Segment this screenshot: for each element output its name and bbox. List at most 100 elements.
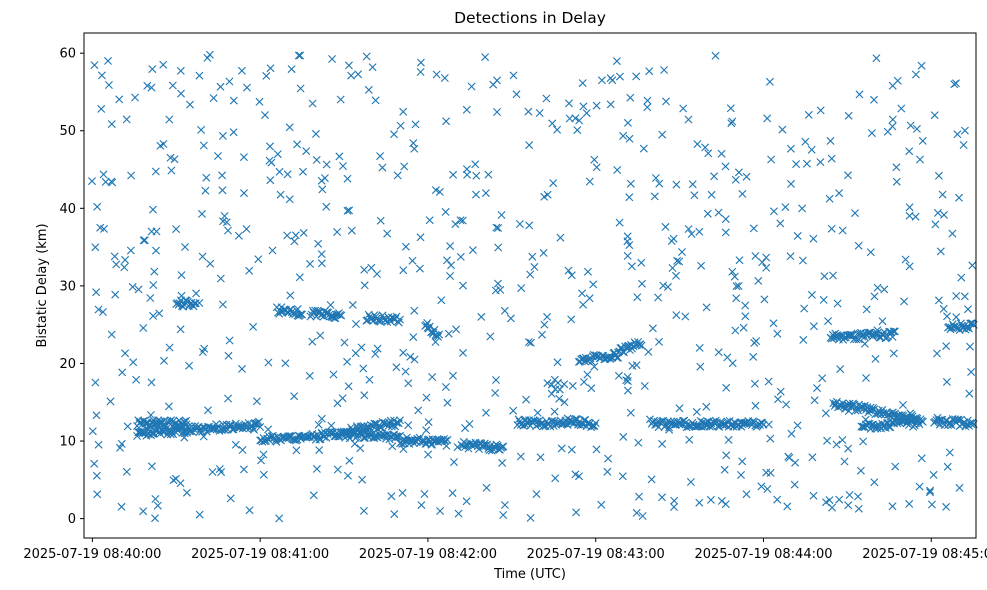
- detection-point: [344, 430, 353, 439]
- detection-point: [190, 299, 199, 308]
- detection-point: [551, 474, 560, 483]
- detection-point: [668, 264, 677, 272]
- detection-point: [240, 189, 248, 198]
- detection-point: [757, 482, 766, 491]
- detection-point: [297, 310, 305, 319]
- detection-point: [825, 496, 834, 505]
- detection-point: [587, 384, 596, 393]
- detection-point: [687, 230, 696, 238]
- detection-point: [231, 440, 240, 449]
- detection-point: [905, 499, 914, 508]
- detection-point: [428, 373, 437, 381]
- detection-point: [888, 81, 897, 90]
- detection-point: [655, 179, 664, 188]
- detection-point: [107, 330, 116, 339]
- detection-point: [88, 427, 97, 436]
- detection-point: [750, 338, 759, 347]
- detection-point: [637, 258, 646, 267]
- detection-point: [684, 225, 693, 233]
- detection-point: [415, 264, 424, 273]
- detection-point: [820, 272, 829, 281]
- detection-point: [449, 371, 457, 380]
- detection-point: [91, 243, 100, 252]
- detection-point: [798, 256, 807, 265]
- detection-point: [905, 262, 914, 271]
- detection-point: [835, 495, 844, 504]
- detection-point: [697, 261, 706, 270]
- detection-point: [734, 282, 743, 290]
- detection-point: [451, 220, 460, 229]
- detection-point: [833, 299, 842, 308]
- detection-point: [287, 65, 296, 74]
- detection-point: [152, 246, 160, 255]
- detection-point: [121, 349, 130, 358]
- detection-point: [459, 348, 467, 357]
- detection-point: [446, 242, 455, 251]
- detection-point: [408, 256, 417, 265]
- detection-point: [359, 506, 368, 515]
- detection-point: [239, 465, 248, 474]
- detection-point: [409, 333, 418, 342]
- detection-point: [625, 134, 634, 143]
- detection-point: [285, 123, 294, 132]
- detection-point: [715, 422, 724, 431]
- detection-point: [532, 422, 541, 430]
- detection-point: [790, 480, 799, 489]
- detection-point: [767, 155, 776, 164]
- detection-point: [266, 176, 275, 185]
- detection-point: [159, 140, 168, 148]
- detection-point: [431, 186, 440, 195]
- detection-point: [783, 502, 792, 511]
- detection-point: [714, 348, 723, 357]
- detection-point: [298, 310, 307, 319]
- detection-point: [580, 378, 588, 386]
- detection-point: [603, 467, 612, 476]
- detection-point: [334, 432, 342, 441]
- detection-point: [741, 301, 750, 310]
- detection-point: [900, 297, 909, 306]
- detection-point: [198, 252, 207, 261]
- detection-point: [155, 309, 164, 318]
- detection-point: [751, 252, 760, 260]
- detection-point: [521, 420, 530, 429]
- detection-point: [259, 450, 268, 459]
- detection-point: [317, 250, 326, 259]
- detection-point: [885, 423, 894, 432]
- detection-point: [728, 267, 737, 276]
- detection-point: [199, 141, 208, 150]
- detection-point: [554, 378, 562, 387]
- detection-point: [763, 485, 772, 493]
- detection-point: [517, 284, 526, 293]
- detection-point: [722, 451, 731, 460]
- detection-point: [952, 79, 960, 88]
- detection-point: [818, 374, 827, 383]
- detection-point: [844, 111, 853, 120]
- detection-point: [555, 394, 564, 403]
- detection-point: [396, 121, 405, 130]
- detection-point: [735, 256, 744, 265]
- detection-point: [702, 402, 711, 411]
- detection-point: [890, 327, 899, 336]
- detection-point: [392, 363, 401, 372]
- detection-point: [526, 338, 535, 347]
- detection-point: [808, 453, 817, 462]
- detection-point: [275, 514, 284, 523]
- detection-point: [741, 312, 750, 321]
- detection-point: [151, 495, 160, 503]
- detection-point: [364, 85, 373, 94]
- detection-point: [938, 190, 947, 199]
- detection-point: [255, 97, 264, 106]
- detection-point: [414, 406, 423, 415]
- detection-point: [462, 497, 471, 506]
- detection-point: [583, 370, 592, 379]
- y-tick-label: 20: [59, 357, 76, 372]
- detection-point: [809, 234, 818, 243]
- detection-point: [916, 155, 924, 164]
- detection-point: [940, 421, 949, 430]
- detection-point: [760, 295, 769, 304]
- detection-point: [717, 149, 726, 158]
- detection-point: [147, 378, 156, 387]
- detection-point: [522, 395, 531, 404]
- detection-point: [225, 336, 234, 345]
- detection-point: [229, 425, 238, 434]
